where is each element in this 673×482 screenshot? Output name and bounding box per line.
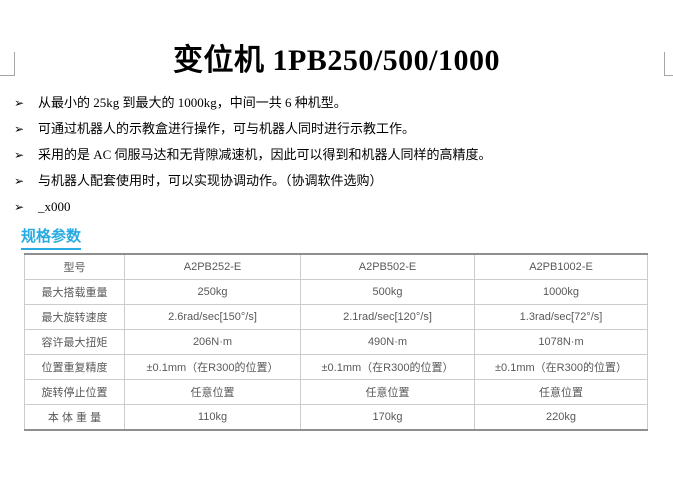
cell-model-2: A2PB502-E (300, 253, 475, 280)
crop-mark-right-icon (664, 52, 673, 76)
feature-text: 可通过机器人的示教盒进行操作，可与机器人同时进行示教工作。 (38, 121, 416, 136)
feature-list: ➢ 从最小的 25kg 到最大的 1000kg，中间一共 6 种机型。 ➢ 可通… (14, 90, 673, 220)
section-heading-specs: 规格参数 (21, 225, 82, 250)
feature-text: 与机器人配套使用时，可以实现协调动作。（协调软件选购） (38, 173, 383, 188)
row-label: 旋转停止位置 (24, 379, 125, 405)
table-row: 本 体 重 量 110kg 170kg 220kg (24, 404, 648, 431)
row-label: 本 体 重 量 (24, 404, 125, 431)
cell: ±0.1mm（在R300的位置） (300, 354, 475, 380)
row-label: 容许最大扭矩 (24, 329, 125, 355)
table-row: 旋转停止位置 任意位置 任意位置 任意位置 (24, 379, 648, 405)
cell: 490N·m (300, 329, 475, 355)
bullet-arrow-icon: ➢ (14, 200, 25, 214)
bullet-arrow-icon: ➢ (14, 174, 25, 188)
cell: 1.3rad/sec[72°/s] (474, 304, 648, 330)
row-label: 位置重复精度 (24, 354, 125, 380)
page-title: 变位机 1PB250/500/1000 (172, 44, 500, 77)
table-row: 型号 A2PB252-E A2PB502-E A2PB1002-E (24, 253, 648, 280)
table-row: 最大搭载重量 250kg 500kg 1000kg (24, 279, 648, 305)
cell: ±0.1mm（在R300的位置） (474, 354, 648, 380)
document-page: { "page": { "title": "变位机 1PB250/500/100… (0, 42, 673, 482)
cell-model-1: A2PB252-E (124, 253, 301, 280)
cell: 2.6rad/sec[150°/s] (124, 304, 301, 330)
bullet-arrow-icon: ➢ (14, 96, 25, 110)
feature-text: _x000 (38, 199, 71, 214)
cell: 1000kg (474, 279, 648, 305)
list-item: ➢ 从最小的 25kg 到最大的 1000kg，中间一共 6 种机型。 (14, 90, 673, 116)
crop-mark-left-icon (0, 52, 15, 76)
feature-text: 采用的是 AC 伺服马达和无背隙减速机，因此可以得到和机器人同样的高精度。 (38, 147, 492, 162)
table-row: 最大旋转速度 2.6rad/sec[150°/s] 2.1rad/sec[120… (24, 304, 648, 330)
row-label: 最大旋转速度 (24, 304, 125, 330)
list-item: ➢ 与机器人配套使用时，可以实现协调动作。（协调软件选购） (14, 168, 673, 194)
cell: 1078N·m (474, 329, 648, 355)
cell: ±0.1mm（在R300的位置） (124, 354, 301, 380)
feature-text: 从最小的 25kg 到最大的 1000kg，中间一共 6 种机型。 (38, 95, 347, 110)
cell: 任意位置 (300, 379, 475, 405)
bullet-arrow-icon: ➢ (14, 148, 25, 162)
cell: 250kg (124, 279, 301, 305)
cell: 110kg (124, 404, 301, 431)
table-row: 容许最大扭矩 206N·m 490N·m 1078N·m (24, 329, 648, 355)
cell: 206N·m (124, 329, 301, 355)
cell: 任意位置 (124, 379, 301, 405)
cell: 500kg (300, 279, 475, 305)
table-row: 位置重复精度 ±0.1mm（在R300的位置） ±0.1mm（在R300的位置）… (24, 354, 648, 380)
row-label: 最大搭载重量 (24, 279, 125, 305)
cell-model-3: A2PB1002-E (474, 253, 648, 280)
cell: 220kg (474, 404, 648, 431)
row-label: 型号 (24, 253, 125, 280)
spec-table: 型号 A2PB252-E A2PB502-E A2PB1002-E 最大搭载重量… (24, 253, 648, 431)
list-item: ➢ _x000 (14, 194, 673, 220)
cell: 170kg (300, 404, 475, 431)
bullet-arrow-icon: ➢ (14, 122, 25, 136)
cell: 任意位置 (474, 379, 648, 405)
list-item: ➢ 采用的是 AC 伺服马达和无背隙减速机，因此可以得到和机器人同样的高精度。 (14, 142, 673, 168)
cell: 2.1rad/sec[120°/s] (300, 304, 475, 330)
list-item: ➢ 可通过机器人的示教盒进行操作，可与机器人同时进行示教工作。 (14, 116, 673, 142)
